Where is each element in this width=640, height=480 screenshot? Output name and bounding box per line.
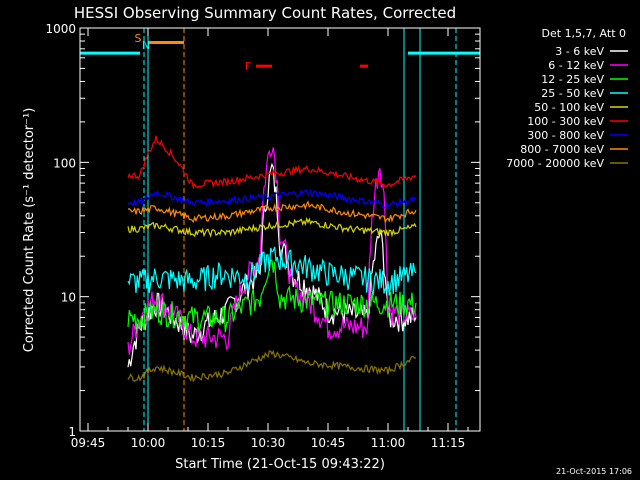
chart-title: HESSI Observing Summary Count Rates, Cor… — [74, 4, 456, 22]
x-tick-label-4: 10:45 — [311, 436, 346, 450]
series-line-4 — [127, 216, 417, 238]
x-tick-label-5: 11:00 — [371, 436, 406, 450]
series-line-6 — [127, 188, 417, 211]
legend-label-0: 3 - 6 keV — [555, 45, 604, 58]
x-tick-label-1: 10:00 — [131, 436, 166, 450]
legend-label-7: 800 - 7000 keV — [520, 143, 604, 156]
flag-label-n: N — [142, 39, 150, 52]
legend-label-5: 100 - 300 keV — [527, 115, 604, 128]
y-tick-label-0: 1 — [68, 425, 76, 439]
legend-label-2: 12 - 25 keV — [541, 73, 604, 86]
y-tick-label-2: 100 — [53, 156, 76, 170]
legend-label-1: 6 - 12 keV — [548, 59, 604, 72]
y-axis: 1 10 100 1000 — [45, 22, 480, 439]
y-tick-label-1: 10 — [61, 291, 76, 305]
legend-label-4: 50 - 100 keV — [534, 101, 604, 114]
y-tick-label-3: 1000 — [45, 22, 76, 36]
x-axis: 09:45 10:00 10:15 10:30 10:45 11:00 11:15 — [71, 28, 469, 450]
x-axis-label: Start Time (21-Oct-15 09:43:22) — [175, 457, 385, 472]
legend-label-8: 7000 - 20000 keV — [506, 157, 604, 170]
plot-area: SN F — [80, 28, 480, 431]
flag-label-f: F — [245, 60, 251, 73]
series-line-1 — [127, 147, 417, 355]
plot-frame — [79, 27, 481, 432]
x-tick-label-6: 11:15 — [431, 436, 466, 450]
legend-label-6: 300 - 800 keV — [527, 129, 604, 142]
series-line-5 — [127, 135, 417, 190]
flag-label-s: S — [135, 32, 142, 45]
series-line-2 — [127, 258, 417, 333]
legend-label-3: 25 - 50 keV — [541, 87, 604, 100]
x-tick-label-0: 09:45 — [71, 436, 106, 450]
legend-header: Det 1,5,7, Att 0 — [542, 27, 626, 40]
x-tick-label-3: 10:30 — [251, 436, 286, 450]
series-line-3 — [127, 246, 417, 297]
y-axis-label: Corrected Count Rate (s⁻¹ detector⁻¹) — [22, 108, 37, 353]
series-line-7 — [127, 200, 417, 224]
generated-timestamp: 21-Oct-2015 17:06 — [556, 467, 632, 476]
x-tick-label-2: 10:15 — [191, 436, 226, 450]
series-line-8 — [127, 349, 417, 383]
